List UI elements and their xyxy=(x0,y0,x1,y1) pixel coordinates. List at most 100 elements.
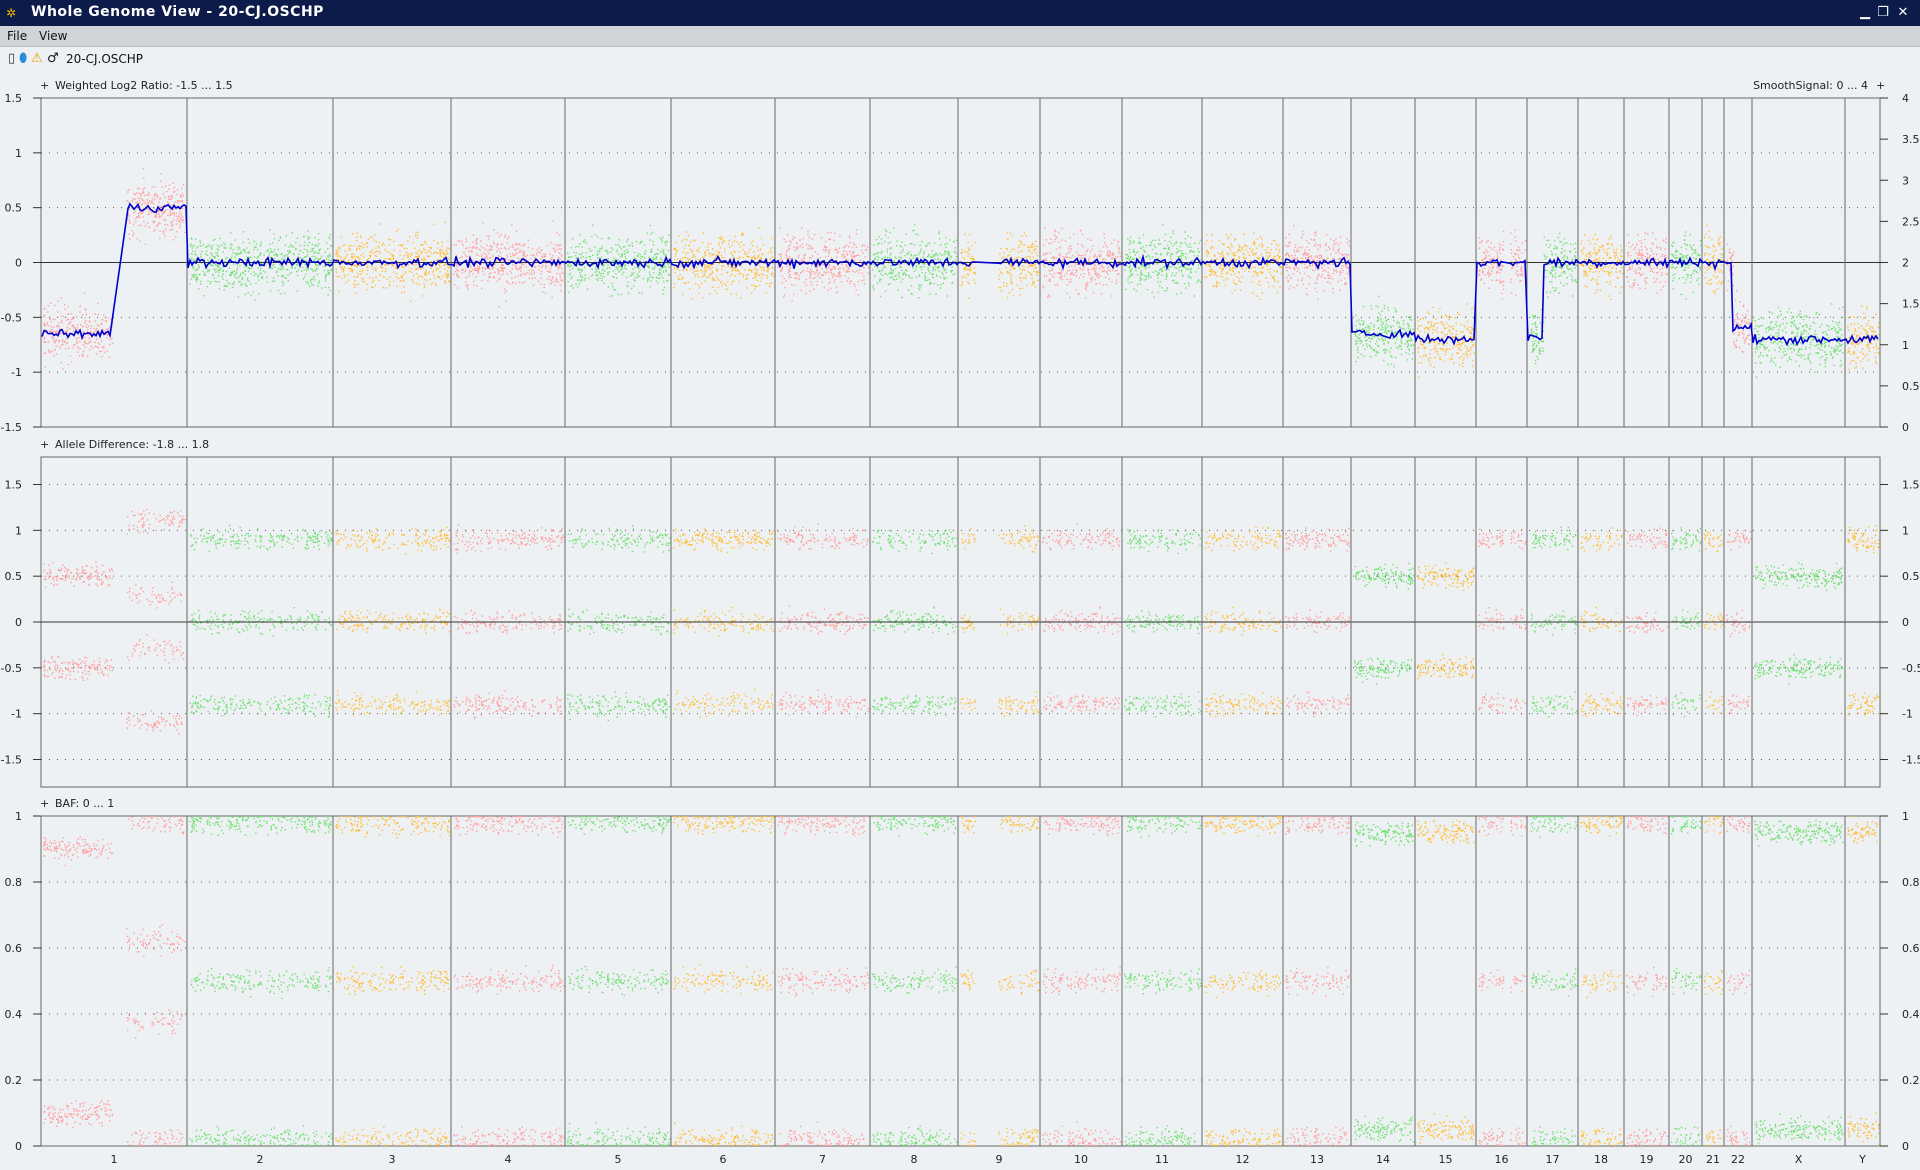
log2-panel-expand-icon: + xyxy=(40,79,49,92)
chr-12-baf-points xyxy=(1204,816,1283,1146)
log2-ytick-label: 1.5 xyxy=(5,92,23,105)
chr-2-log2-points xyxy=(189,229,333,301)
allele-ytick-label-right: 0.5 xyxy=(1902,570,1920,583)
male-icon: ♂ xyxy=(47,51,59,66)
chr-20-log2-points xyxy=(1671,231,1702,300)
sample-info-bar: ▯ ⬮ ⚠ ♂ 20-CJ.OSCHP xyxy=(0,47,1920,71)
minimize-icon[interactable]: ▁ xyxy=(1860,5,1870,20)
smooth-signal-label: SmoothSignal: 0 ... 4 xyxy=(1753,79,1868,92)
allele-panel-expand-icon: + xyxy=(40,438,49,451)
chr-4-baf-points xyxy=(453,816,565,1146)
sample-name: 20-CJ.OSCHP xyxy=(66,52,144,66)
chr-3-baf-points xyxy=(335,816,451,1146)
baf-ytick-label-right: 0.4 xyxy=(1902,1008,1920,1021)
chromosome-label-11: 11 xyxy=(1155,1153,1169,1166)
chromosome-label-4: 4 xyxy=(505,1153,512,1166)
baf-plot-frame xyxy=(40,815,1881,1147)
chromosome-label-7: 7 xyxy=(819,1153,826,1166)
chr-22-allele-points xyxy=(1726,530,1752,714)
allele-ytick-label-right: -1.5 xyxy=(1902,754,1920,767)
chr-5-baf-points xyxy=(567,816,671,1146)
chromosome-label-12: 12 xyxy=(1236,1153,1250,1166)
smooth-ytick-label: 0 xyxy=(1902,421,1909,434)
baf-ytick-label: 0.2 xyxy=(5,1074,23,1087)
allele-ytick-label: 1 xyxy=(15,524,22,537)
allele-ytick-label-right: -0.5 xyxy=(1902,662,1920,675)
chr-17-baf-points xyxy=(1530,816,1578,1146)
chr-22-baf-points xyxy=(1726,816,1752,1146)
pin-icon: ⬮ xyxy=(19,51,28,66)
log2-ytick-label: 0.5 xyxy=(5,202,23,215)
chr-3-log2-points xyxy=(335,221,451,302)
smooth-ytick-label: 1.5 xyxy=(1902,298,1920,311)
title-bar: ✲ Whole Genome View - 20-CJ.OSCHP ▁ ❐ ✕ xyxy=(0,0,1920,26)
chromosome-label-1: 1 xyxy=(111,1153,118,1166)
baf-panel-expand-icon: + xyxy=(40,797,49,810)
allele-ytick-label-right: 0 xyxy=(1902,616,1909,629)
chr-14-baf-points xyxy=(1354,821,1415,1143)
close-icon[interactable]: ✕ xyxy=(1897,5,1909,20)
allele-ytick-label: -1 xyxy=(11,708,22,721)
smooth-ytick-label: 2 xyxy=(1902,257,1909,270)
smooth-panel-expand-icon: + xyxy=(1876,79,1885,92)
chr-x-allele-points xyxy=(1754,562,1844,685)
smooth-ytick-label: 0.5 xyxy=(1902,380,1920,393)
chr-x-baf-points xyxy=(1754,819,1844,1144)
baf-ytick-label: 0.6 xyxy=(5,942,23,955)
smooth-signal-line xyxy=(41,202,1879,347)
chr-9-allele-points xyxy=(960,525,1040,717)
warning-icon: ⚠ xyxy=(31,51,43,66)
chr-20-baf-points xyxy=(1671,816,1702,1146)
chr-6-log2-points xyxy=(673,227,775,300)
chromosome-label-20: 20 xyxy=(1679,1153,1693,1166)
chr-10-baf-points xyxy=(1042,816,1122,1146)
chr-y-baf-points xyxy=(1847,816,1880,1146)
app-logo-icon: ✲ xyxy=(6,6,17,20)
menu-bar: File View xyxy=(0,26,1920,47)
chromosome-label-2: 2 xyxy=(257,1153,264,1166)
chromosome-label-x: X xyxy=(1795,1153,1803,1166)
chromosome-label-3: 3 xyxy=(389,1153,396,1166)
smooth-ytick-label: 3 xyxy=(1902,174,1909,187)
chromosome-label-18: 18 xyxy=(1594,1153,1608,1166)
chromosome-label-8: 8 xyxy=(911,1153,918,1166)
chromosome-label-21: 21 xyxy=(1706,1153,1720,1166)
baf-ytick-label: 0 xyxy=(15,1140,22,1153)
chr-11-baf-points xyxy=(1124,816,1202,1146)
chromosome-label-22: 22 xyxy=(1731,1153,1745,1166)
smooth-ytick-label: 3.5 xyxy=(1902,133,1920,146)
allele-ytick-label-right: 1.5 xyxy=(1902,479,1920,492)
baf-panel-label: BAF: 0 ... 1 xyxy=(55,797,114,810)
chr-9-baf-points xyxy=(960,816,1040,1146)
chr-13-allele-points xyxy=(1285,527,1351,718)
chr-10-allele-points xyxy=(1042,523,1122,713)
baf-ytick-label-right: 0 xyxy=(1902,1140,1909,1153)
baf-ytick-label: 0.8 xyxy=(5,876,23,889)
chr-16-baf-points xyxy=(1478,816,1527,1146)
chr-1-allele-points xyxy=(43,508,186,735)
allele-ytick-label-right: -1 xyxy=(1902,708,1913,721)
baf-ytick-label-right: 0.2 xyxy=(1902,1074,1920,1087)
chr-y-log2-points xyxy=(1847,305,1880,371)
chr-15-baf-points xyxy=(1417,819,1475,1144)
allele-panel-label: Allele Difference: -1.8 ... 1.8 xyxy=(55,438,209,451)
restore-icon[interactable]: ❐ xyxy=(1877,5,1889,20)
chr-19-baf-points xyxy=(1626,816,1669,1146)
window-title: Whole Genome View - 20-CJ.OSCHP xyxy=(31,4,324,20)
chr-13-baf-points xyxy=(1285,816,1351,1146)
baf-ytick-label-right: 1 xyxy=(1902,810,1909,823)
chr-7-allele-points xyxy=(777,523,870,718)
menu-file[interactable]: File xyxy=(7,29,28,43)
log2-panel-label: Weighted Log2 Ratio: -1.5 ... 1.5 xyxy=(55,79,233,92)
chromosome-label-9: 9 xyxy=(996,1153,1003,1166)
chr-11-log2-points xyxy=(1124,224,1202,298)
chr-4-log2-points xyxy=(453,220,565,308)
chr-6-allele-points xyxy=(673,528,775,718)
chr-7-baf-points xyxy=(777,816,870,1146)
allele-ytick-label: -1.5 xyxy=(1,754,22,767)
log2-ytick-label: -1.5 xyxy=(1,421,22,434)
allele-ytick-label: 1.5 xyxy=(5,479,23,492)
menu-view[interactable]: View xyxy=(39,29,68,43)
allele-ytick-label: 0.5 xyxy=(5,570,23,583)
